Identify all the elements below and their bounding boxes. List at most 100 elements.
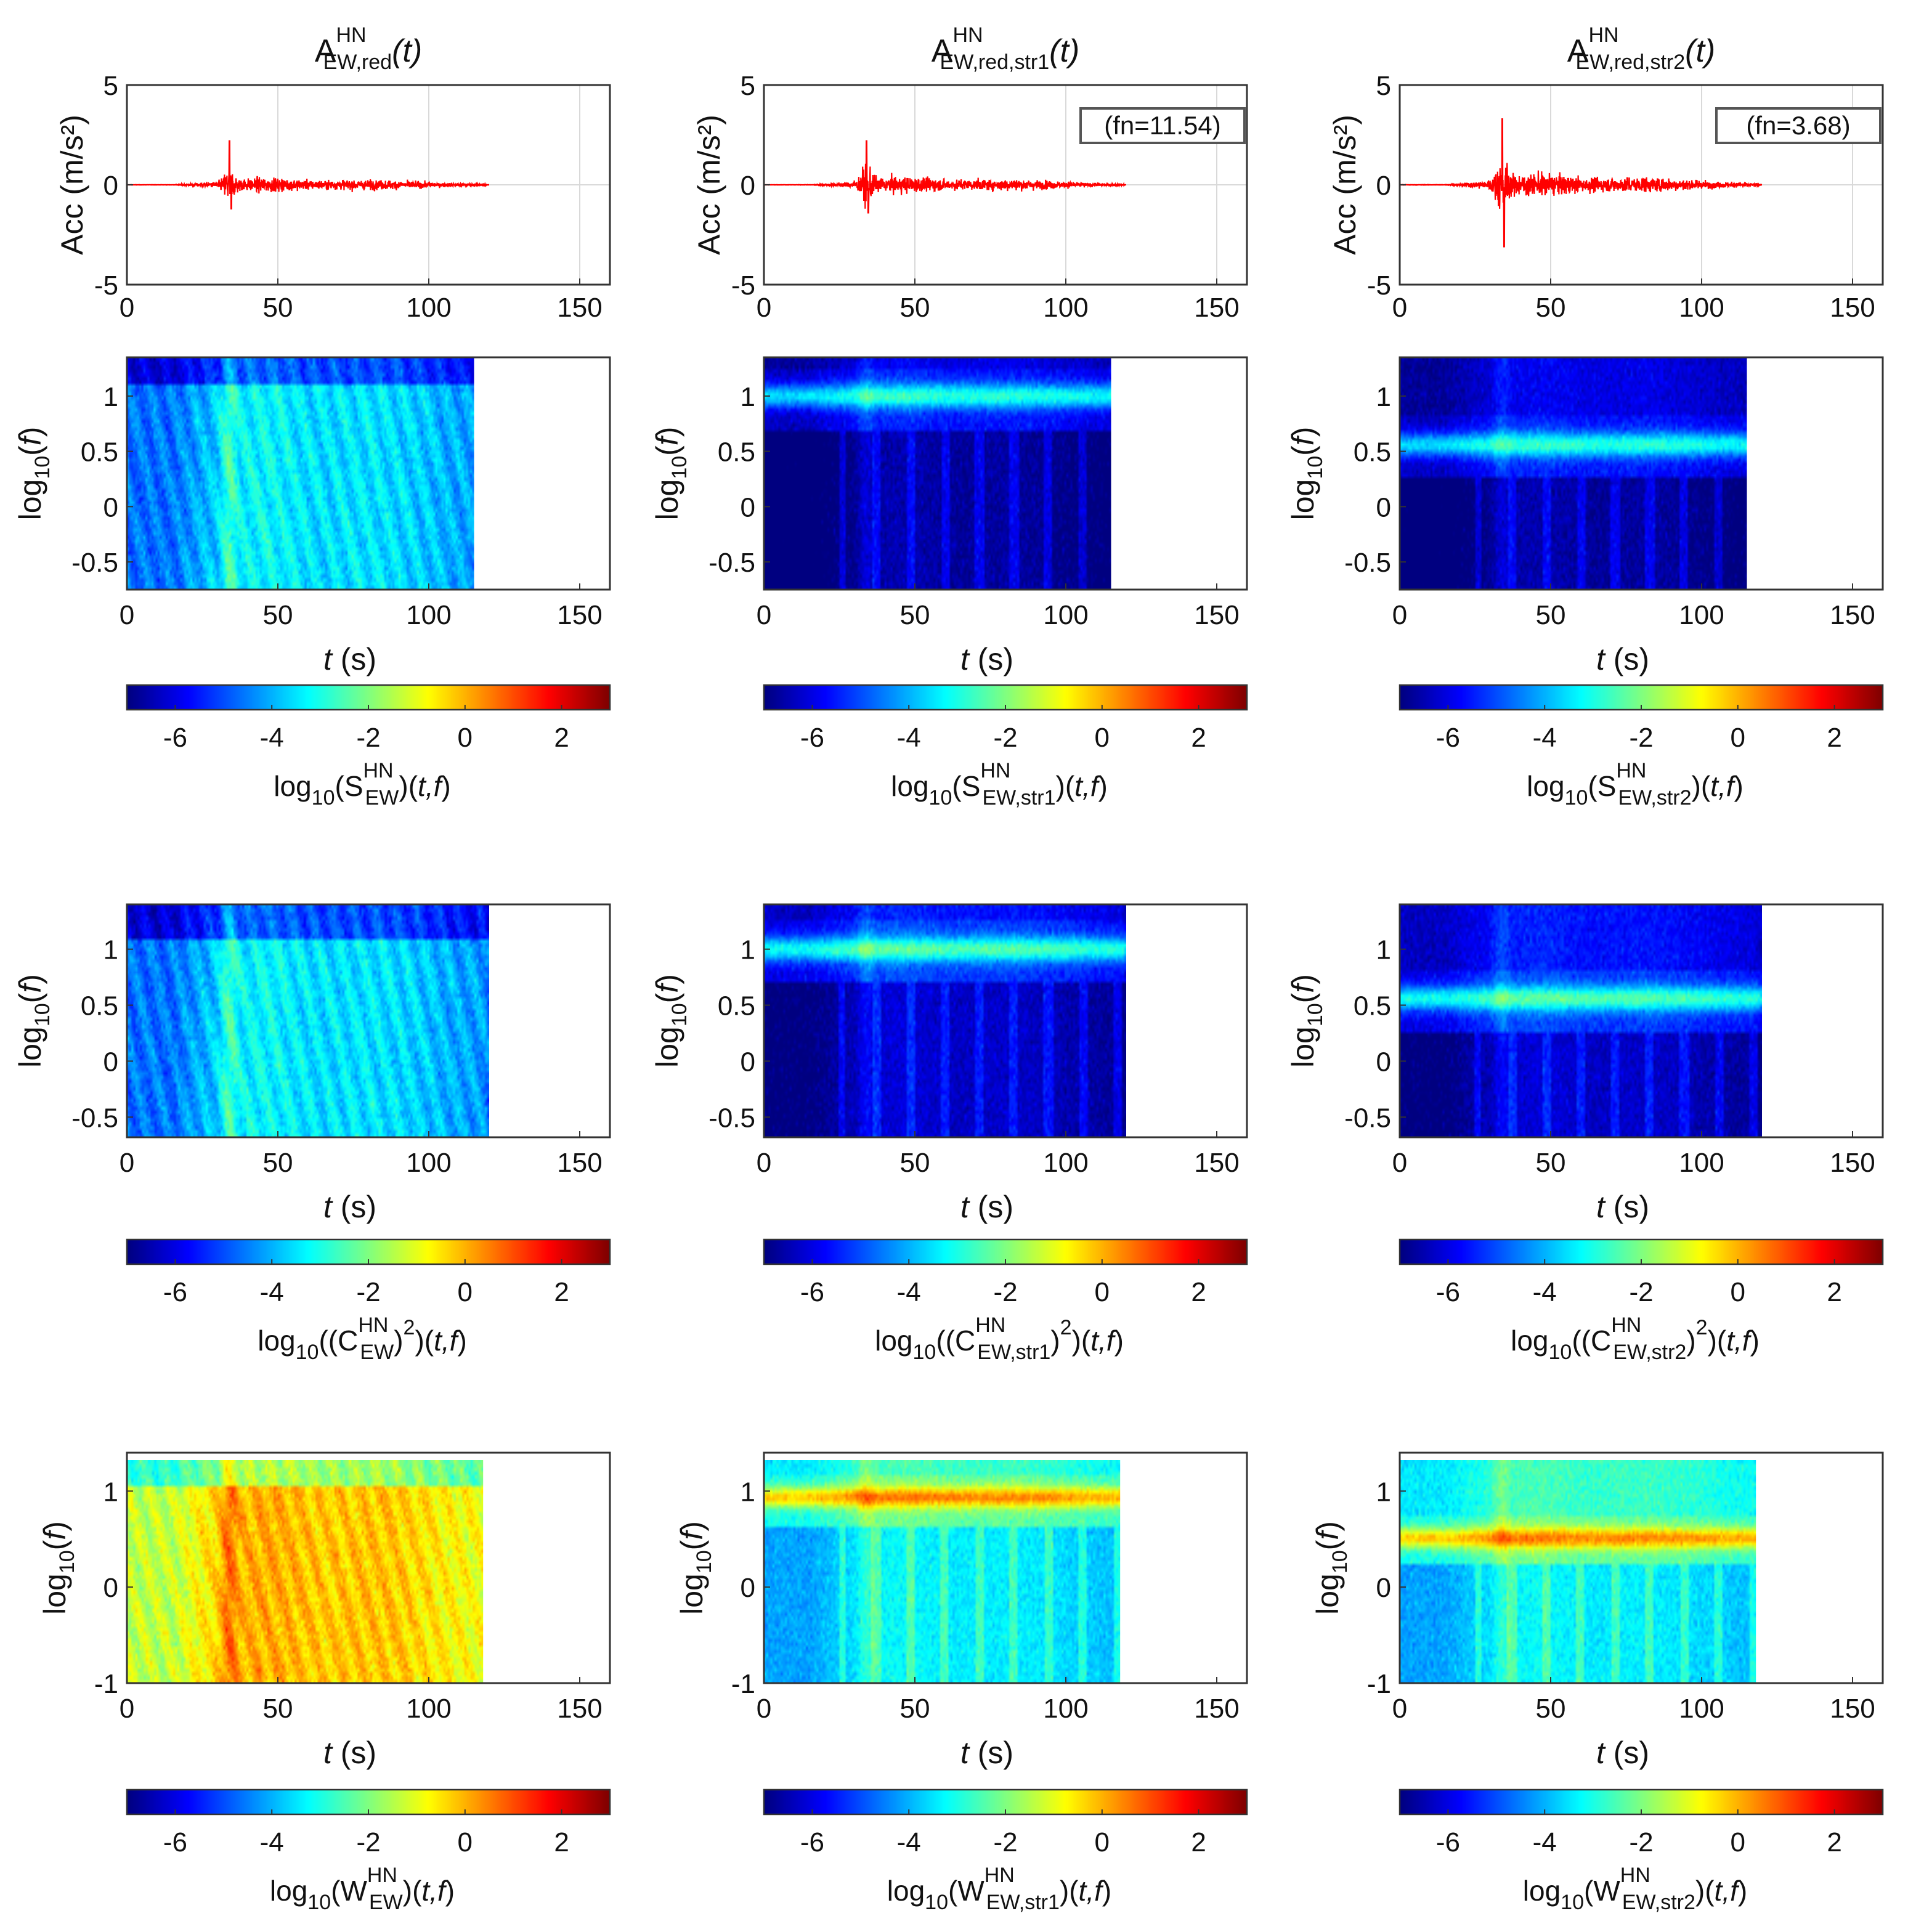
colorbar-tick-label: -2 (1629, 1277, 1653, 1307)
x-tick-label: 0 (1392, 1694, 1407, 1724)
colorbar-tick-label: -2 (993, 1277, 1017, 1307)
x-tick-label: 100 (1679, 600, 1724, 630)
y-tick-label: 0 (104, 492, 118, 522)
tf-xlabel: t (s) (1596, 642, 1649, 676)
colorbar-tick-label: -2 (356, 1277, 380, 1307)
y-tick-label: -1 (94, 1669, 118, 1699)
x-tick-label: 150 (1830, 600, 1875, 630)
acc-ylabel: Acc (m/s²) (55, 115, 89, 255)
colorbar-tick-label: -6 (800, 1277, 824, 1307)
colorbar-tick-label: -6 (163, 1827, 187, 1857)
y-tick-label: -0.5 (71, 548, 118, 578)
spectrogram-image (1400, 904, 1762, 1137)
tf-panel-W-0 (126, 1451, 611, 1816)
x-tick-label: 150 (1830, 1694, 1875, 1724)
spectrogram-layer (127, 357, 1883, 1814)
tf-xlabel: t (s) (323, 1190, 376, 1224)
tf-ylabel: log10(f) (38, 1521, 79, 1615)
acc-panel-0 (126, 84, 611, 286)
colorbar-tick-label: -4 (1533, 1827, 1557, 1857)
colorbar-tick-label: -2 (993, 723, 1017, 753)
spectrogram-image (1400, 357, 1747, 590)
x-tick-label: 0 (1392, 293, 1407, 323)
colorbar-tick-label: 2 (1827, 1277, 1841, 1307)
tf-xlabel: t (s) (960, 1735, 1013, 1770)
tf-xlabel: t (s) (1596, 1190, 1649, 1224)
tf-axes-box (126, 903, 611, 1138)
y-tick-label: 1 (741, 935, 755, 965)
x-tick-label: 100 (1679, 293, 1724, 323)
x-tick-label: 0 (757, 1148, 771, 1178)
tf-ylabel: log10(f) (1286, 427, 1327, 521)
colorbar-tick-label: -4 (1533, 723, 1557, 753)
tf-panel-C2-0 (126, 903, 611, 1265)
x-tick-label: 100 (406, 600, 451, 630)
colorbar-tick-label: -4 (260, 723, 284, 753)
spectrogram-image (764, 357, 1111, 590)
colorbar-tick-label: 2 (554, 723, 569, 753)
acc-title: AHN EW,red,str2(t) (1567, 23, 1716, 74)
tf-ylabel: log10(f) (13, 427, 54, 521)
colorbar-label: log10(SHN EW,str2)(t,f) (1527, 759, 1744, 810)
colorbar-tick-label: -2 (1629, 723, 1653, 753)
spectrogram-image (764, 904, 1126, 1137)
tf-axes-box (1399, 1451, 1884, 1684)
colorbar-tick-label: -4 (260, 1827, 284, 1857)
y-tick-label: 0.5 (1354, 437, 1391, 468)
x-tick-label: 50 (900, 293, 930, 323)
x-tick-label: 100 (406, 293, 451, 323)
x-tick-label: 50 (1536, 293, 1566, 323)
acc-title: AHN EW,red,str1(t) (932, 23, 1080, 74)
colorbar-tick-label: -6 (1436, 723, 1460, 753)
colorbar-tick-label: 2 (1191, 1827, 1206, 1857)
colorbar-tick-label: 0 (1095, 1277, 1110, 1307)
colorbar-tick-label: -4 (897, 1277, 921, 1307)
y-tick-label: 0 (741, 1047, 755, 1077)
x-tick-label: 150 (557, 1694, 602, 1724)
tf-xlabel: t (s) (960, 1190, 1013, 1224)
y-tick-label: -0.5 (1344, 548, 1391, 578)
fn-annotation: (fn=11.54) (1104, 111, 1221, 140)
tf-ylabel: log10(f) (1310, 1521, 1352, 1615)
colorbar-label: log10(WHN EW)(t,f) (270, 1864, 455, 1914)
colorbar-label: log10(WHN EW,str1)(t,f) (887, 1864, 1111, 1914)
x-tick-label: 150 (1194, 600, 1239, 630)
x-tick-label: 100 (1043, 1148, 1088, 1178)
colorbar-tick-label: 2 (1191, 723, 1206, 753)
x-tick-label: 50 (263, 1694, 293, 1724)
colorbar-tick-label: -2 (1629, 1827, 1653, 1857)
x-tick-label: 150 (1194, 1694, 1239, 1724)
y-tick-label: 0.5 (81, 991, 118, 1021)
colorbar-tick-label: 0 (458, 723, 473, 753)
x-tick-label: 100 (406, 1694, 451, 1724)
y-tick-label: 1 (104, 382, 118, 412)
y-tick-label: 0 (104, 171, 118, 201)
spectrogram-image (764, 1460, 1121, 1683)
tf-axes-box (1399, 356, 1884, 591)
acc-signal-line (1399, 118, 1762, 248)
colorbar-tick-label: 0 (1095, 723, 1110, 753)
y-tick-label: 1 (741, 1477, 755, 1507)
tf-panel-S-0 (126, 356, 611, 711)
y-tick-label: -5 (94, 270, 118, 301)
colorbar-tick-label: 0 (458, 1827, 473, 1857)
tf-axes-box (763, 356, 1248, 591)
x-tick-label: 0 (757, 600, 771, 630)
spectrogram-image (127, 1460, 484, 1683)
colorbar-tick-label: 0 (1095, 1827, 1110, 1857)
fn-annotation-box (1715, 107, 1882, 144)
spectrogram-image (1400, 1460, 1756, 1683)
colorbar-tick-label: 2 (1827, 723, 1841, 753)
colorbar-label: log10(SHN EW,str1)(t,f) (891, 759, 1108, 810)
acc-panel-2 (1399, 84, 1884, 286)
colorbar-tick-label: -4 (1533, 1277, 1557, 1307)
x-tick-label: 0 (120, 293, 134, 323)
colorbar-tick-label: -6 (1436, 1827, 1460, 1857)
acc-title: AHN EW,red(t) (315, 23, 422, 74)
y-tick-label: 0 (1376, 1573, 1391, 1603)
y-tick-label: 0.5 (1354, 991, 1391, 1021)
colorbar-tick-label: -4 (260, 1277, 284, 1307)
spectrogram-image (127, 904, 489, 1137)
x-tick-label: 50 (263, 600, 293, 630)
